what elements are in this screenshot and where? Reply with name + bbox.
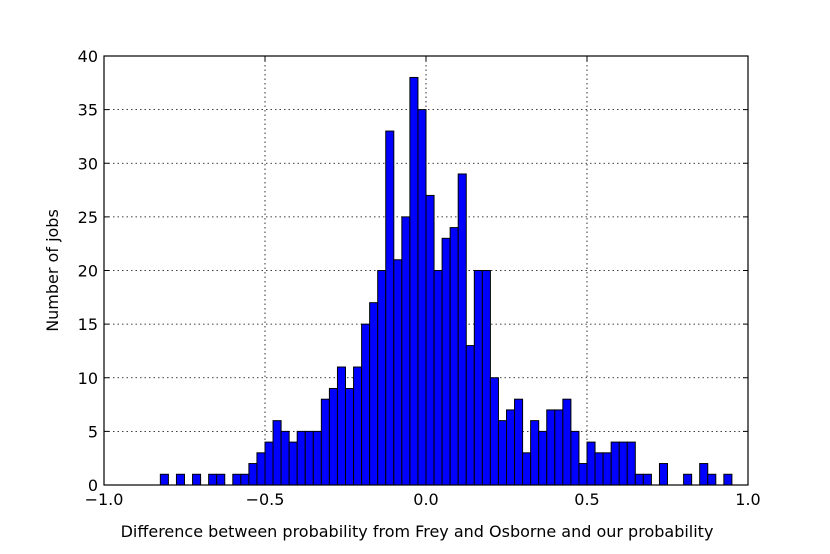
histogram-bar — [159, 473, 169, 486]
histogram-bar — [562, 398, 572, 486]
histogram-bar — [288, 441, 298, 486]
histogram-bar — [658, 463, 669, 486]
histogram-bar — [175, 473, 185, 486]
histogram-bar — [369, 302, 379, 486]
histogram-bar — [522, 452, 532, 486]
histogram-bar — [328, 387, 338, 486]
histogram-bar — [361, 323, 371, 486]
histogram-bar — [409, 76, 419, 486]
y-tick-label: 30 — [78, 154, 98, 173]
histogram-bar — [699, 463, 709, 486]
histogram-bar — [264, 441, 274, 486]
histogram-bar — [296, 430, 306, 486]
histogram-bar — [642, 473, 652, 486]
histogram-bar — [312, 430, 322, 486]
histogram-bar — [216, 473, 226, 486]
histogram-bar — [538, 430, 548, 486]
y-tick-labels: 0 5 10 15 20 25 30 35 40 — [78, 47, 98, 495]
histogram-bar — [441, 237, 451, 486]
histogram-bar — [506, 409, 516, 486]
x-tick-label: 0.0 — [413, 490, 438, 509]
histogram-bar — [336, 366, 347, 486]
axis-ticks — [103, 55, 749, 486]
histogram-bar — [192, 473, 202, 486]
histogram-bar — [723, 473, 733, 486]
x-tick-label: −0.5 — [246, 490, 285, 509]
histogram-bar — [473, 270, 483, 486]
histogram-bar — [489, 377, 499, 486]
histogram-bar — [385, 130, 395, 486]
histogram-bar — [554, 409, 564, 486]
histogram-bar — [546, 409, 556, 486]
grid-lines — [104, 56, 748, 485]
histogram-bar — [457, 173, 467, 486]
y-tick-label: 15 — [78, 315, 98, 334]
histogram-bar — [586, 441, 596, 486]
histogram-bar — [232, 473, 242, 486]
histogram-bar — [683, 473, 693, 486]
histogram-bar — [578, 463, 588, 486]
histogram-bar — [401, 216, 411, 486]
x-tick-label: 0.5 — [574, 490, 599, 509]
histogram-bar — [393, 259, 403, 486]
histogram-bar — [570, 430, 580, 486]
histogram-bar — [425, 194, 435, 486]
histogram-bar — [465, 345, 475, 486]
histogram-bar — [618, 441, 628, 486]
histogram-bar — [449, 227, 459, 486]
y-axis-label: Number of jobs — [43, 209, 62, 332]
histogram-bar — [208, 473, 218, 486]
x-tick-label: 1.0 — [735, 490, 760, 509]
y-tick-label: 20 — [78, 262, 98, 281]
histogram-bar — [272, 420, 282, 486]
y-tick-label: 40 — [78, 47, 98, 66]
histogram-bar — [304, 430, 314, 486]
histogram-bars — [159, 76, 733, 486]
y-tick-label: 5 — [88, 422, 98, 441]
histogram-bar — [602, 452, 612, 486]
y-tick-label: 25 — [78, 208, 98, 227]
x-tick-labels: −1.0 −0.5 0.0 0.5 1.0 — [85, 490, 761, 509]
histogram-bar — [248, 463, 258, 486]
histogram-bar — [320, 398, 330, 486]
histogram-bar — [514, 398, 524, 486]
histogram-bar — [594, 452, 604, 486]
histogram-bar — [530, 420, 540, 486]
histogram-bar — [377, 270, 387, 486]
histogram-bar — [417, 109, 427, 486]
histogram-bar — [280, 430, 290, 486]
histogram-bar — [610, 441, 620, 486]
y-tick-label: 35 — [78, 101, 98, 120]
histogram-bar — [497, 420, 508, 486]
histogram-bar — [240, 473, 250, 486]
x-axis-label: Difference between probability from Frey… — [121, 522, 714, 541]
x-tick-label: −1.0 — [85, 490, 124, 509]
y-tick-label: 10 — [78, 369, 98, 388]
histogram-bar — [634, 473, 644, 486]
histogram-bar — [481, 270, 491, 486]
y-tick-label: 0 — [88, 476, 98, 495]
histogram-bar — [353, 366, 363, 486]
histogram-bar — [707, 473, 717, 486]
histogram-bar — [256, 452, 266, 486]
histogram-bar — [345, 387, 355, 486]
histogram-bar — [433, 270, 443, 486]
histogram-bar — [626, 441, 636, 486]
